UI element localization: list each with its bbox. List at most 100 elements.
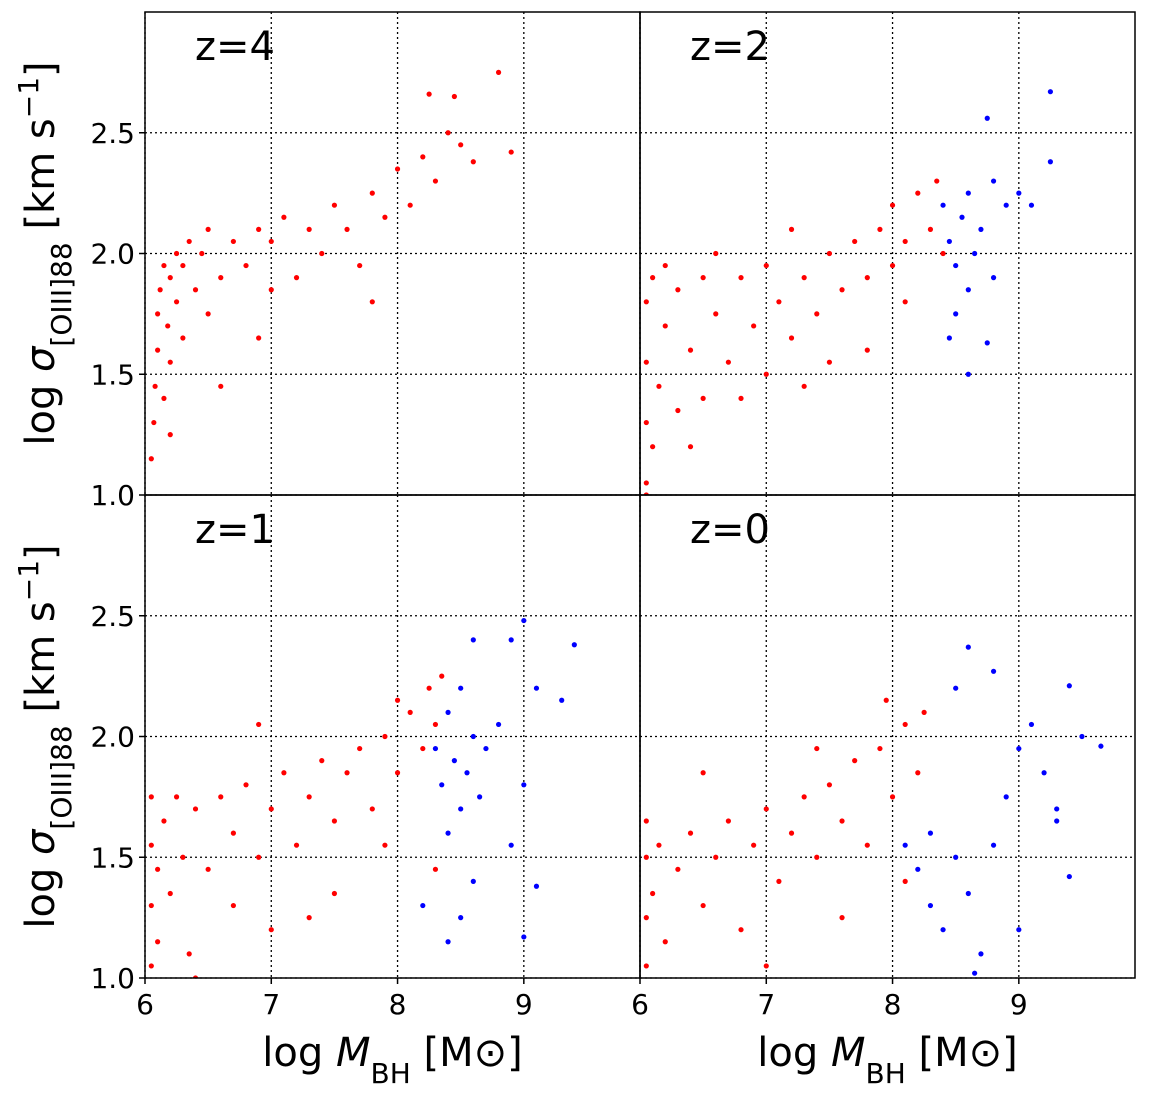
point — [369, 299, 375, 305]
y-tick-label: 2.5 — [90, 117, 135, 150]
point — [713, 250, 719, 257]
point — [751, 842, 757, 848]
point — [776, 878, 782, 885]
panel-title: z=0 — [690, 507, 770, 553]
point — [643, 818, 649, 824]
point — [420, 902, 426, 909]
point — [521, 617, 527, 624]
point — [445, 709, 451, 715]
point — [687, 347, 694, 353]
point — [521, 782, 527, 788]
point — [1054, 818, 1060, 824]
point — [148, 902, 154, 909]
point — [700, 902, 706, 909]
y-tick-label: 1.5 — [90, 841, 135, 874]
point — [725, 359, 731, 365]
x-axis-label: log MBH [M⊙] — [757, 1030, 1017, 1090]
point — [458, 806, 464, 812]
point — [319, 758, 325, 764]
point — [725, 818, 731, 824]
point — [763, 371, 769, 377]
label-part: [km s — [18, 118, 64, 242]
point — [432, 178, 439, 184]
point — [571, 642, 577, 648]
label-part: log — [757, 1030, 831, 1076]
point — [167, 890, 173, 897]
point — [331, 202, 338, 208]
point — [814, 311, 820, 317]
point — [458, 142, 464, 148]
panel: 1.0 1.5 2.0 2.5 z=4 log σ[OIII]88 [km s−1] — [12, 11, 641, 512]
point — [155, 311, 161, 317]
point — [953, 311, 959, 317]
point — [369, 190, 375, 196]
point — [344, 770, 350, 776]
point — [148, 794, 154, 800]
point — [281, 770, 287, 776]
point — [687, 830, 694, 836]
point — [650, 890, 656, 897]
point — [186, 238, 192, 245]
point — [420, 745, 426, 752]
point — [445, 830, 451, 836]
point — [1054, 806, 1060, 812]
point — [788, 830, 795, 836]
point — [293, 842, 300, 848]
point — [426, 91, 432, 97]
point — [230, 902, 236, 909]
points — [643, 644, 1104, 976]
label-part: [O — [45, 797, 78, 830]
y-tick-label: 1.0 — [90, 479, 135, 512]
point — [268, 287, 274, 293]
label-part: ⊙ — [969, 1030, 1003, 1076]
point — [965, 371, 971, 377]
label-part: ]88 — [45, 725, 78, 772]
point — [426, 685, 432, 691]
point — [369, 806, 375, 812]
point — [256, 335, 262, 341]
point — [167, 359, 173, 365]
y-axis-label: log σ[OIII]88 [km s−1] — [12, 544, 78, 928]
label-part: ] — [18, 544, 64, 560]
point — [839, 287, 845, 293]
point — [990, 275, 997, 281]
point — [927, 226, 934, 232]
point — [650, 444, 656, 450]
point — [1016, 190, 1022, 196]
point — [230, 238, 236, 245]
label-part: log — [18, 372, 64, 446]
panel: 1.0 1.5 2.0 2.5 6 7 8 9 z=1 log σ[OIII]88 [km s−1… — [12, 494, 641, 1090]
point — [148, 963, 154, 969]
point — [173, 794, 180, 800]
point — [521, 934, 527, 940]
point — [700, 770, 706, 776]
point — [959, 214, 965, 220]
point — [483, 745, 489, 752]
point — [470, 159, 476, 165]
point — [656, 383, 662, 389]
panel-title: z=4 — [195, 24, 275, 70]
x-tick-label: 9 — [515, 988, 533, 1021]
point — [972, 970, 978, 976]
label-part: [km s — [18, 601, 64, 725]
point — [256, 854, 262, 860]
label-part: III — [45, 772, 78, 797]
point — [173, 250, 180, 257]
frame — [639, 494, 1136, 979]
point — [218, 275, 224, 281]
point — [662, 323, 668, 329]
point — [470, 733, 476, 740]
point — [420, 154, 426, 160]
point — [643, 854, 649, 860]
point — [186, 951, 192, 957]
point — [662, 262, 668, 269]
point — [161, 818, 167, 824]
point — [180, 854, 186, 860]
point — [165, 323, 171, 329]
point — [814, 745, 820, 752]
label-part: [M — [411, 1030, 474, 1076]
x-axis-label: log MBH [M⊙] — [262, 1030, 522, 1090]
point — [990, 668, 997, 674]
point — [508, 637, 514, 643]
